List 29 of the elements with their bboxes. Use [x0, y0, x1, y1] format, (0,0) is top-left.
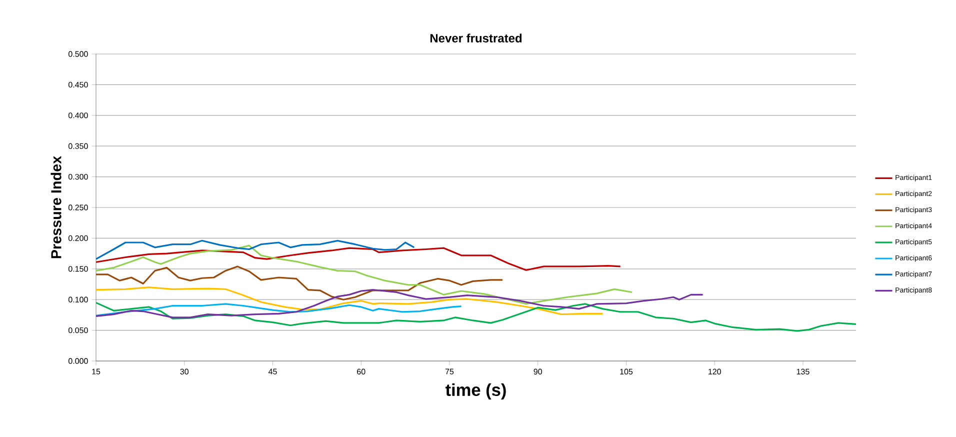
line-series: [96, 240, 415, 260]
chart-title: Never frustrated: [430, 34, 522, 42]
x-tick-label: 90: [534, 368, 542, 374]
line-series: [96, 288, 704, 318]
y-tick-label: 0.200: [68, 235, 88, 242]
y-tick-label: 0.450: [68, 82, 88, 88]
y-tick-label: 0.050: [68, 327, 88, 334]
x-tick-label: 15: [92, 368, 100, 374]
x-axis-title: time (s): [445, 383, 506, 400]
y-axis-title: Pressure Index: [50, 156, 62, 258]
x-tick-label: 45: [268, 368, 277, 374]
x-tick-label: 60: [357, 368, 366, 374]
x-tick-label: 120: [708, 368, 721, 374]
y-tick-label: 0.300: [68, 174, 88, 180]
y-tick-label: 0.250: [68, 204, 88, 210]
x-tick-label: 75: [445, 368, 454, 374]
y-tick-label: 0.150: [68, 266, 88, 272]
y-tick-label: 0.000: [68, 358, 88, 364]
y-tick-label: 0.100: [68, 296, 88, 302]
x-tick-label: 135: [796, 368, 810, 374]
y-tick-label: 0.350: [68, 143, 88, 149]
y-tick-label: 0.400: [68, 112, 88, 118]
y-tick-label: 0.500: [68, 51, 88, 57]
line-series: [96, 303, 462, 316]
line-series: [96, 244, 633, 305]
line-series: [96, 247, 622, 271]
x-tick-label: 30: [180, 368, 189, 374]
x-tick-label: 105: [620, 368, 633, 374]
line-series: [96, 286, 604, 316]
